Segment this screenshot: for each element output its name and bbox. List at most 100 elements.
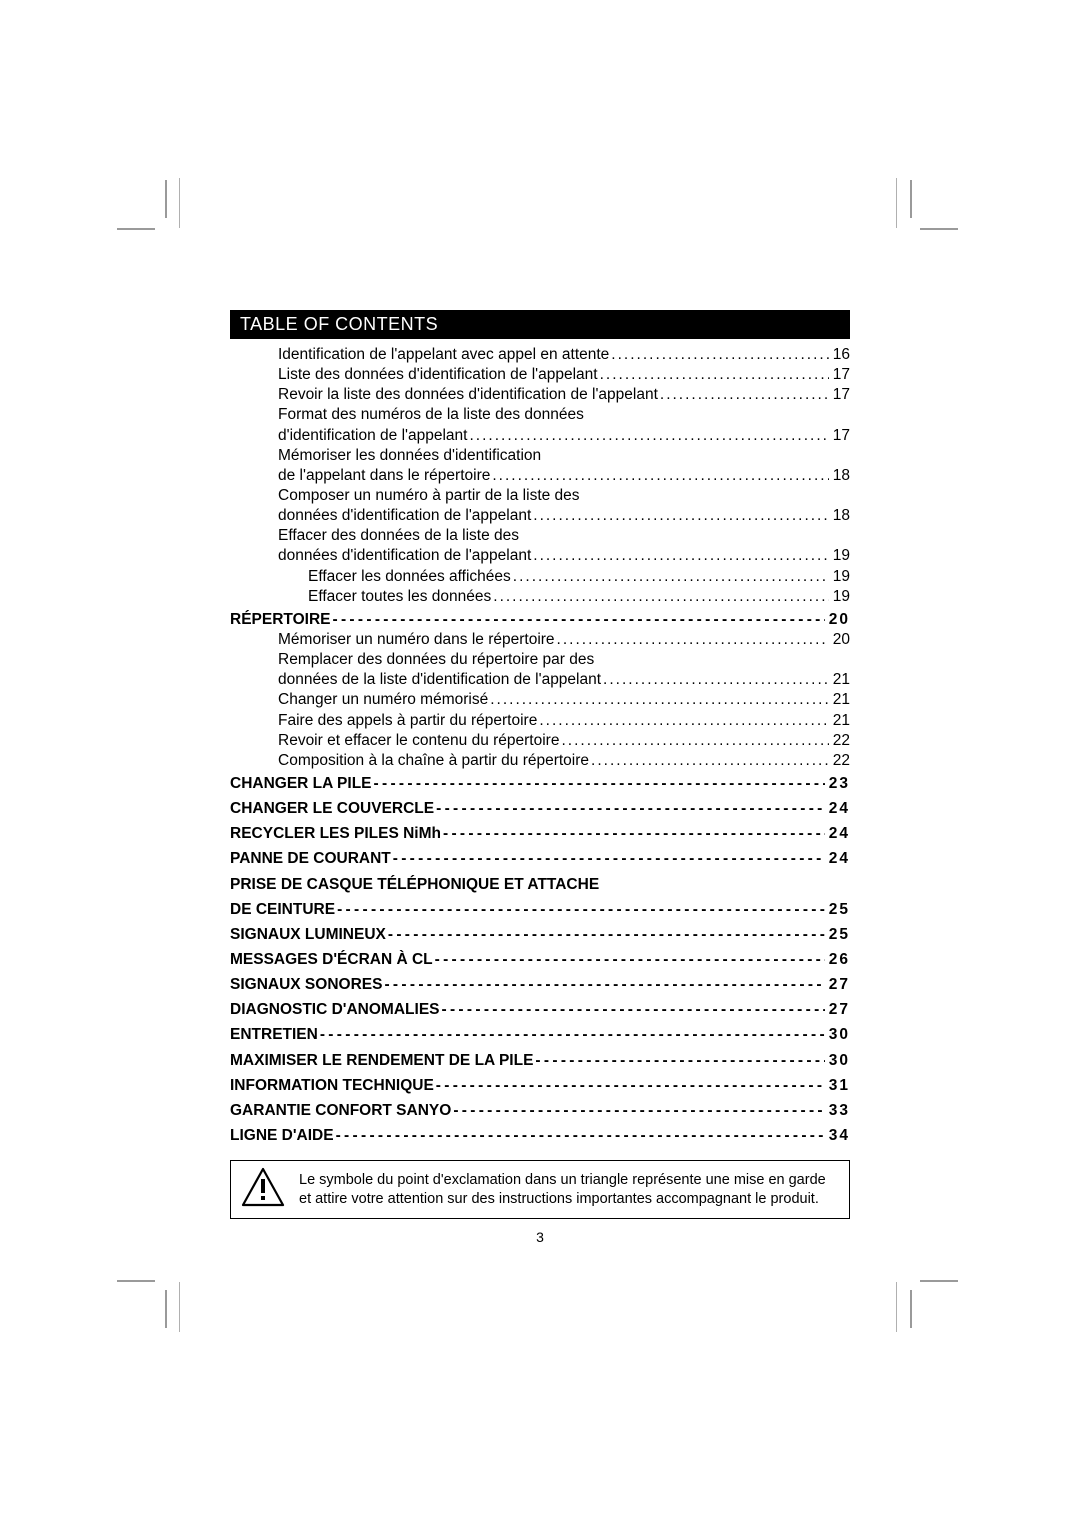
toc-label: Composition à la chaîne à partir du répe… xyxy=(278,751,589,771)
toc-label: MESSAGES D'ÉCRAN À CL xyxy=(230,950,433,970)
toc-leaders xyxy=(555,630,829,650)
toc-leaders xyxy=(334,1126,825,1146)
toc-heading: TABLE OF CONTENTS xyxy=(230,310,850,339)
toc-page: 34 xyxy=(825,1126,850,1146)
toc-line: données de la liste d'identification de … xyxy=(230,670,850,690)
toc-line: SIGNAUX SONORES 27 xyxy=(230,975,850,995)
toc-label: SIGNAUX LUMINEUX xyxy=(230,925,386,945)
toc-label: Revoir et effacer le contenu du répertoi… xyxy=(278,731,559,751)
toc-line: Liste des données d'identification de l'… xyxy=(230,365,850,385)
toc-label: Effacer les données affichées xyxy=(308,567,511,587)
toc-leaders xyxy=(391,849,825,869)
page-number: 3 xyxy=(230,1229,850,1245)
toc-page: 31 xyxy=(825,1076,850,1096)
toc-label: d'identification de l'appelant xyxy=(278,426,467,446)
toc-label: de l'appelant dans le répertoire xyxy=(278,466,490,486)
toc-label: PRISE DE CASQUE TÉLÉPHONIQUE ET ATTACHE xyxy=(230,875,599,895)
toc-page: 22 xyxy=(829,751,850,771)
toc-leaders xyxy=(531,506,828,526)
toc-label: PANNE DE COURANT xyxy=(230,849,391,869)
warning-text: Le symbole du point d'exclamation dans u… xyxy=(299,1171,839,1207)
toc-page: 30 xyxy=(825,1025,850,1045)
toc-page: 19 xyxy=(829,587,850,607)
toc-page: 25 xyxy=(825,900,850,920)
toc-page: 17 xyxy=(829,385,850,405)
toc-page: 22 xyxy=(829,731,850,751)
toc-label: Revoir la liste des données d'identifica… xyxy=(278,385,658,405)
toc-page: 16 xyxy=(829,345,850,365)
toc-line: CHANGER LE COUVERCLE 24 xyxy=(230,799,850,819)
toc-line: Effacer des données de la liste des xyxy=(230,526,850,546)
toc-line: DE CEINTURE 25 xyxy=(230,900,850,920)
table-of-contents: Identification de l'appelant avec appel … xyxy=(230,345,850,1146)
toc-page: 21 xyxy=(829,690,850,710)
toc-line: Composer un numéro à partir de la liste … xyxy=(230,486,850,506)
toc-label: SIGNAUX SONORES xyxy=(230,975,382,995)
toc-leaders xyxy=(490,466,828,486)
toc-label: Changer un numéro mémorisé xyxy=(278,690,488,710)
toc-leaders xyxy=(386,925,825,945)
toc-label: données d'identification de l'appelant xyxy=(278,546,531,566)
toc-leaders xyxy=(519,526,850,546)
toc-page: 27 xyxy=(825,975,850,995)
toc-label: Identification de l'appelant avec appel … xyxy=(278,345,609,365)
toc-label: ENTRETIEN xyxy=(230,1025,318,1045)
toc-line: PANNE DE COURANT 24 xyxy=(230,849,850,869)
toc-leaders xyxy=(382,975,824,995)
toc-leaders xyxy=(537,711,828,731)
toc-label: Composer un numéro à partir de la liste … xyxy=(278,486,580,506)
toc-leaders xyxy=(491,587,828,607)
toc-line: PRISE DE CASQUE TÉLÉPHONIQUE ET ATTACHE xyxy=(230,875,850,895)
toc-line: SIGNAUX LUMINEUX 25 xyxy=(230,925,850,945)
toc-label: LIGNE D'AIDE xyxy=(230,1126,334,1146)
toc-line: CHANGER LA PILE 23 xyxy=(230,774,850,794)
toc-page: 20 xyxy=(825,610,850,630)
toc-line: GARANTIE CONFORT SANYO 33 xyxy=(230,1101,850,1121)
toc-leaders xyxy=(433,950,825,970)
toc-label: RECYCLER LES PILES NiMh xyxy=(230,824,441,844)
toc-page: 17 xyxy=(829,426,850,446)
toc-label: CHANGER LA PILE xyxy=(230,774,372,794)
toc-label: Remplacer des données du répertoire par … xyxy=(278,650,594,670)
toc-line: Effacer toutes les données 19 xyxy=(230,587,850,607)
toc-line: Remplacer des données du répertoire par … xyxy=(230,650,850,670)
toc-page: 20 xyxy=(829,630,850,650)
toc-leaders xyxy=(533,1051,824,1071)
toc-leaders xyxy=(331,610,825,630)
toc-page: 19 xyxy=(829,546,850,566)
toc-leaders xyxy=(531,546,828,566)
toc-label: CHANGER LE COUVERCLE xyxy=(230,799,434,819)
toc-line: ENTRETIEN 30 xyxy=(230,1025,850,1045)
toc-page: 24 xyxy=(825,824,850,844)
toc-leaders xyxy=(609,345,828,365)
toc-label: Effacer des données de la liste des xyxy=(278,526,519,546)
toc-label: données de la liste d'identification de … xyxy=(278,670,601,690)
toc-line: MESSAGES D'ÉCRAN À CL 26 xyxy=(230,950,850,970)
toc-label: Mémoriser les données d'identification xyxy=(278,446,541,466)
toc-line: Format des numéros de la liste des donné… xyxy=(230,405,850,425)
toc-page: 33 xyxy=(825,1101,850,1121)
toc-line: Mémoriser les données d'identification xyxy=(230,446,850,466)
toc-line: Mémoriser un numéro dans le répertoire 2… xyxy=(230,630,850,650)
toc-page: 18 xyxy=(829,466,850,486)
toc-leaders xyxy=(598,365,829,385)
page-content: TABLE OF CONTENTS Identification de l'ap… xyxy=(230,310,850,1245)
toc-line: Effacer les données affichées 19 xyxy=(230,567,850,587)
toc-page: 21 xyxy=(829,711,850,731)
toc-leaders xyxy=(488,690,829,710)
toc-leaders xyxy=(589,751,829,771)
toc-line: RÉPERTOIRE 20 xyxy=(230,610,850,630)
toc-leaders xyxy=(335,900,825,920)
toc-leaders xyxy=(541,446,850,466)
toc-page: 30 xyxy=(825,1051,850,1071)
toc-page: 18 xyxy=(829,506,850,526)
toc-line: DIAGNOSTIC D'ANOMALIES 27 xyxy=(230,1000,850,1020)
toc-leaders xyxy=(372,774,825,794)
toc-line: Composition à la chaîne à partir du répe… xyxy=(230,751,850,771)
toc-label: GARANTIE CONFORT SANYO xyxy=(230,1101,451,1121)
toc-label: DE CEINTURE xyxy=(230,900,335,920)
toc-page: 24 xyxy=(825,799,850,819)
toc-line: données d'identification de l'appelant 1… xyxy=(230,506,850,526)
toc-page: 27 xyxy=(825,1000,850,1020)
toc-page: 21 xyxy=(829,670,850,690)
